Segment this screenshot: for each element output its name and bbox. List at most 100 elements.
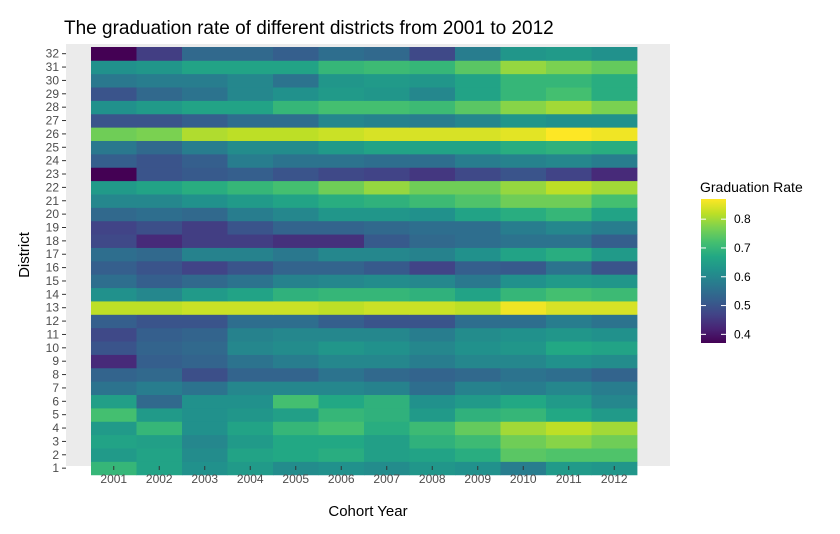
heatmap-cell xyxy=(227,153,274,168)
heatmap-cell xyxy=(364,73,410,88)
heatmap-cell xyxy=(227,194,274,208)
heatmap-cell xyxy=(182,381,228,396)
heatmap-cell xyxy=(591,127,638,141)
heatmap-cell xyxy=(227,327,274,342)
heatmap-cell xyxy=(546,421,592,436)
heatmap-cell xyxy=(546,260,592,275)
heatmap-cell xyxy=(500,220,547,235)
y-tick-label: 3 xyxy=(52,434,59,448)
heatmap-cell xyxy=(455,194,501,208)
heatmap-cell xyxy=(318,207,365,222)
heatmap-cell xyxy=(182,220,228,235)
heatmap-cell xyxy=(500,274,547,289)
heatmap-cell xyxy=(364,448,410,462)
heatmap-cell xyxy=(227,407,274,422)
y-tick-label: 20 xyxy=(46,207,60,221)
heatmap-cell xyxy=(273,47,319,61)
heatmap-cell xyxy=(227,260,274,275)
x-tick-label: 2007 xyxy=(373,472,400,486)
heatmap-cell xyxy=(182,394,228,409)
heatmap-cell xyxy=(455,167,501,182)
heatmap-cell xyxy=(182,60,228,75)
heatmap-cell xyxy=(136,60,183,75)
heatmap-cell xyxy=(227,354,274,369)
heatmap-cell xyxy=(227,167,274,182)
heatmap-cell xyxy=(273,434,319,449)
heatmap-cell xyxy=(546,60,592,75)
heatmap-cell xyxy=(318,301,365,315)
heatmap-cell xyxy=(91,140,137,155)
heatmap-cell xyxy=(273,287,319,302)
heatmap-cell xyxy=(500,73,547,88)
x-tick-label: 2005 xyxy=(282,472,309,486)
heatmap-cell xyxy=(273,207,319,222)
heatmap-cell xyxy=(591,100,638,115)
heatmap-cell xyxy=(409,234,456,248)
heatmap-cell xyxy=(364,87,410,101)
x-tick-label: 2001 xyxy=(100,472,127,486)
heatmap-cell xyxy=(546,113,592,128)
heatmap-cell xyxy=(409,434,456,449)
heatmap-cell xyxy=(273,381,319,396)
heatmap-cell xyxy=(318,381,365,396)
heatmap-cell xyxy=(273,220,319,235)
heatmap-cell xyxy=(364,167,410,182)
heatmap-cell xyxy=(591,341,638,355)
heatmap-cell xyxy=(136,167,183,182)
heatmap-cell xyxy=(182,301,228,315)
heatmap-cell xyxy=(182,327,228,342)
heatmap-cell xyxy=(455,301,501,315)
heatmap-cell xyxy=(182,287,228,302)
x-tick-label: 2008 xyxy=(419,472,446,486)
heatmap-cell xyxy=(546,127,592,141)
y-axis-ticks: 1234567891011121314151617181920212223242… xyxy=(46,47,66,475)
heatmap-cell xyxy=(91,287,137,302)
heatmap-cell xyxy=(91,167,137,182)
heatmap-cell xyxy=(500,260,547,275)
heatmap-cell xyxy=(136,434,183,449)
heatmap-cell xyxy=(591,47,638,61)
heatmap-cell xyxy=(318,260,365,275)
heatmap-cell xyxy=(364,47,410,61)
heatmap-cell xyxy=(591,87,638,101)
heatmap-cell xyxy=(91,314,137,329)
heatmap-cell xyxy=(591,153,638,168)
heatmap-cell xyxy=(591,180,638,195)
heatmap-cell xyxy=(546,327,592,342)
heatmap-cell xyxy=(364,140,410,155)
heatmap-cell xyxy=(136,407,183,422)
heatmap-cell xyxy=(182,434,228,449)
heatmap-cell xyxy=(455,421,501,436)
heatmap-cell xyxy=(136,220,183,235)
heatmap-cell xyxy=(409,180,456,195)
heatmap-cell xyxy=(273,100,319,115)
heatmap-cell xyxy=(546,140,592,155)
heatmap-cell xyxy=(500,247,547,262)
heatmap-cell xyxy=(455,73,501,88)
heatmap-cell xyxy=(409,140,456,155)
heatmap-cell xyxy=(227,234,274,248)
x-axis-title: Cohort Year xyxy=(328,503,407,520)
heatmap-cell xyxy=(136,113,183,128)
legend-ticks: 0.4 0.5 0.6 0.7 0.8 xyxy=(701,212,751,341)
heatmap-cell xyxy=(591,407,638,422)
heatmap-cell xyxy=(364,234,410,248)
heatmap-cell xyxy=(91,354,137,369)
heatmap-cell xyxy=(273,367,319,382)
heatmap-cell xyxy=(591,448,638,462)
heatmap-cell xyxy=(455,274,501,289)
x-tick-label: 2010 xyxy=(510,472,537,486)
y-tick-label: 9 xyxy=(52,354,59,368)
heatmap-cell xyxy=(91,341,137,355)
y-tick-label: 4 xyxy=(52,421,59,435)
legend-tick-label: 0.6 xyxy=(734,270,751,284)
heatmap-cell xyxy=(591,327,638,342)
heatmap-cell xyxy=(227,341,274,355)
heatmap-cell xyxy=(455,153,501,168)
heatmap-cell xyxy=(182,140,228,155)
heatmap-cell xyxy=(136,327,183,342)
heatmap-cell xyxy=(500,180,547,195)
heatmap-cell xyxy=(318,434,365,449)
heatmap-cell xyxy=(546,73,592,88)
